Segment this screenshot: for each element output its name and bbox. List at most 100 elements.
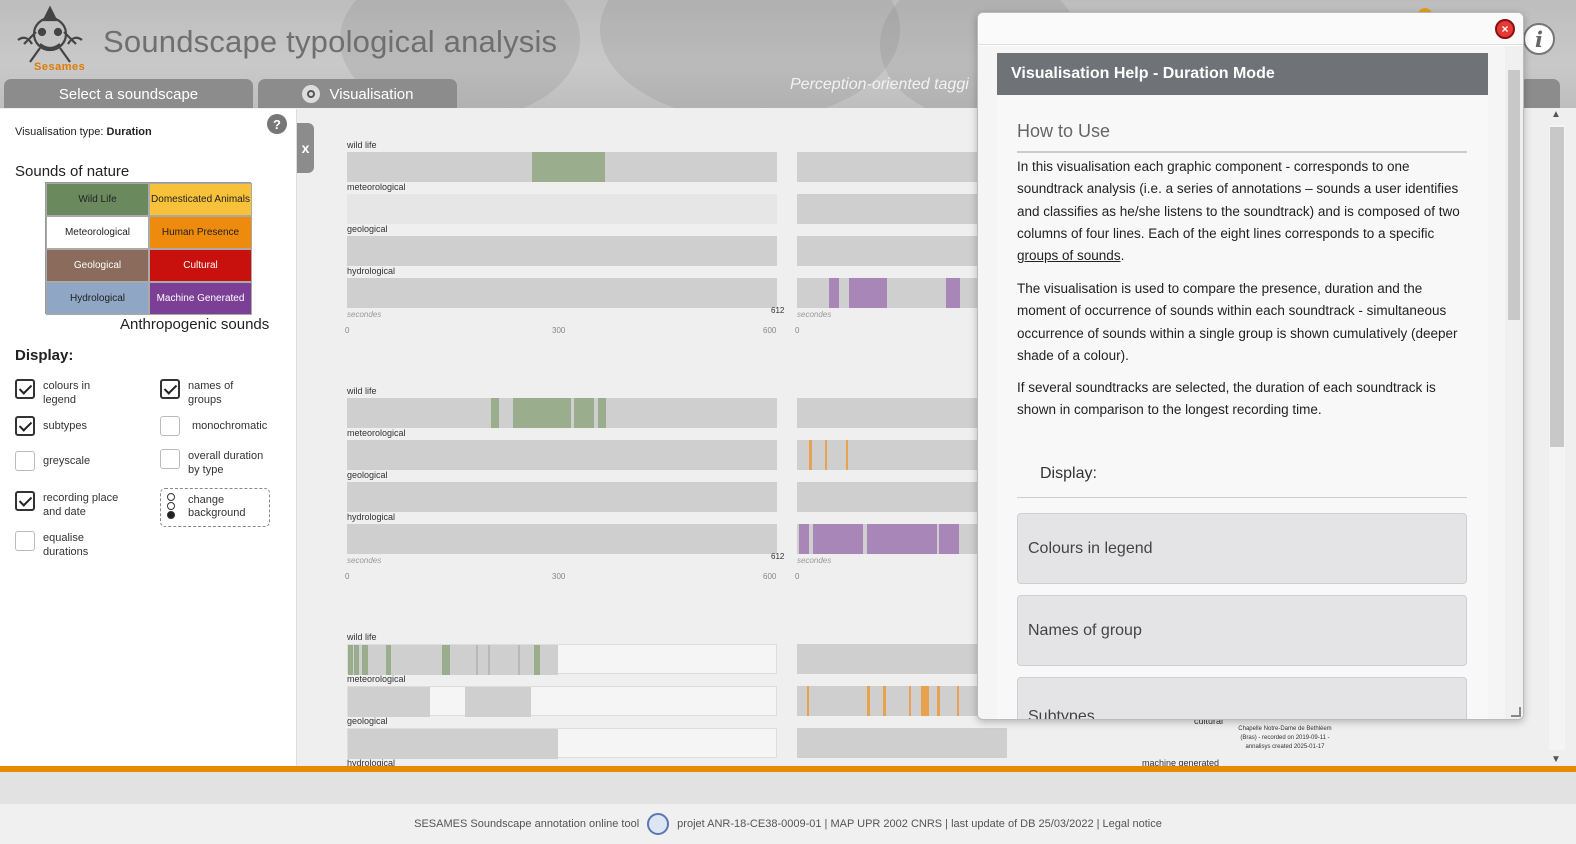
sound-segment[interactable] [825,440,827,470]
overall-duration-checkbox[interactable] [160,449,180,469]
sound-segment[interactable] [574,398,594,428]
main-scrollbar[interactable]: ▲ ▼ [1547,109,1567,769]
sound-segment[interactable] [491,398,499,428]
anthropogenic-sounds-label: Anthropogenic sounds [120,316,270,333]
sound-segment[interactable] [867,686,870,716]
option-overall-duration[interactable]: overall duration by type [160,447,273,477]
groups-of-sounds-link[interactable]: groups of sounds [1017,248,1121,264]
help-button[interactable]: ? [267,114,287,134]
scroll-up-icon[interactable]: ▲ [1551,109,1561,120]
sound-segment[interactable] [846,440,848,470]
option-greyscale[interactable]: greyscale [15,449,123,471]
option-colours-in-legend[interactable]: colours in legend [15,377,103,407]
scroll-down-icon[interactable]: ▼ [1551,754,1561,765]
accordion-colours-in-legend[interactable]: Colours in legend [1017,513,1467,584]
footer-right-text[interactable]: projet ANR-18-CE38-0009-01 | MAP UPR 200… [677,818,1162,830]
track-lane[interactable] [347,398,777,428]
how-to-use-heading: How to Use [1017,121,1467,153]
colours-in-legend-checkbox[interactable] [15,379,35,399]
greyscale-checkbox[interactable] [15,451,35,471]
track-lane[interactable] [347,236,777,266]
background-tree [600,0,900,108]
track-lane[interactable] [797,194,1007,224]
sound-segment[interactable] [946,278,960,308]
sound-segment[interactable] [799,524,809,554]
sound-segment[interactable] [534,645,540,675]
sound-segment[interactable] [849,278,887,308]
option-equalise-durations[interactable]: equalise durations [15,529,103,559]
track-lane[interactable] [347,728,777,759]
sound-segment[interactable] [867,524,937,554]
help-paragraph-1: In this visualisation each graphic compo… [1017,156,1469,267]
track-lane[interactable] [347,524,777,554]
info-icon[interactable]: i [1523,23,1555,55]
option-monochromatic[interactable]: monochromatic [160,414,268,436]
sound-segment[interactable] [909,686,911,716]
group-label-machine-generated: machine generated [1142,758,1220,768]
option-label: subtypes [43,420,88,432]
sound-segment[interactable] [513,398,571,428]
sound-segment[interactable] [813,524,863,554]
tab-right[interactable] [1520,79,1560,108]
help-content: Visualisation Help - Duration Mode How t… [978,46,1523,719]
tab-visualisation[interactable]: Visualisation [258,79,457,108]
sound-segment[interactable] [386,645,391,675]
monochromatic-checkbox[interactable] [160,416,180,436]
track-lane[interactable] [797,644,1007,674]
sound-segment[interactable] [957,686,959,716]
close-icon[interactable]: × [1495,19,1515,39]
sound-segment[interactable] [807,686,809,716]
accordion-names-of-group[interactable]: Names of group [1017,595,1467,666]
track-lane[interactable] [797,686,1007,716]
dialog-scroll-thumb[interactable] [1508,70,1520,320]
track-lane[interactable] [797,236,1007,266]
sound-segment[interactable] [488,645,490,675]
recording-place-checkbox[interactable] [15,491,35,511]
dialog-titlebar[interactable] [978,13,1523,45]
sound-segment[interactable] [362,645,368,675]
option-subtypes[interactable]: subtypes [15,414,123,436]
sound-segment[interactable] [809,440,812,470]
track-lane[interactable] [797,152,1007,182]
sound-segment[interactable] [883,686,886,716]
track-lane[interactable] [347,152,777,182]
names-of-groups-checkbox[interactable] [160,379,180,399]
track-lane[interactable] [347,278,777,308]
accordion-subtypes[interactable]: Subtypes [1017,677,1467,719]
tab-select-soundscape[interactable]: Select a soundscape [4,79,253,108]
subtypes-checkbox[interactable] [15,416,35,436]
sound-segment[interactable] [598,398,606,428]
equalise-durations-checkbox[interactable] [15,531,35,551]
sesames-logo-icon[interactable] [12,4,92,74]
track-lane[interactable] [797,440,1007,470]
sound-segment[interactable] [518,645,520,675]
sound-segment[interactable] [532,152,605,182]
app-subtitle: Perception-oriented taggi [790,76,969,93]
option-recording-place[interactable]: recording place and date [15,489,123,519]
sound-segment[interactable] [476,645,478,675]
track-lane[interactable] [797,482,1007,512]
dialog-scrollbar[interactable] [1505,46,1523,719]
sound-segment[interactable] [354,645,359,675]
sound-segment[interactable] [921,686,929,716]
sound-segment[interactable] [829,278,839,308]
scroll-thumb[interactable] [1550,127,1564,447]
sound-segment[interactable] [348,645,353,675]
track-lane[interactable] [797,278,1007,308]
track-lane[interactable] [347,482,777,512]
resize-grip-icon[interactable] [1511,707,1521,717]
track-lane[interactable] [797,398,1007,428]
sound-segment[interactable] [937,686,940,716]
sound-segment[interactable] [939,524,959,554]
track-lane[interactable] [347,440,777,470]
option-names-of-groups[interactable]: names of groups [160,377,248,407]
track-lane[interactable] [347,194,777,224]
track-lane[interactable] [797,524,1007,554]
change-background-button[interactable]: change background [160,488,270,527]
track-lane[interactable] [347,644,777,675]
collapse-panel-button[interactable]: x [297,123,314,173]
track-lane[interactable] [347,686,777,717]
settings-panel: Visualisation type: Duration ? Sounds of… [0,109,297,769]
track-lane[interactable] [797,728,1007,758]
sound-segment[interactable] [442,645,450,675]
